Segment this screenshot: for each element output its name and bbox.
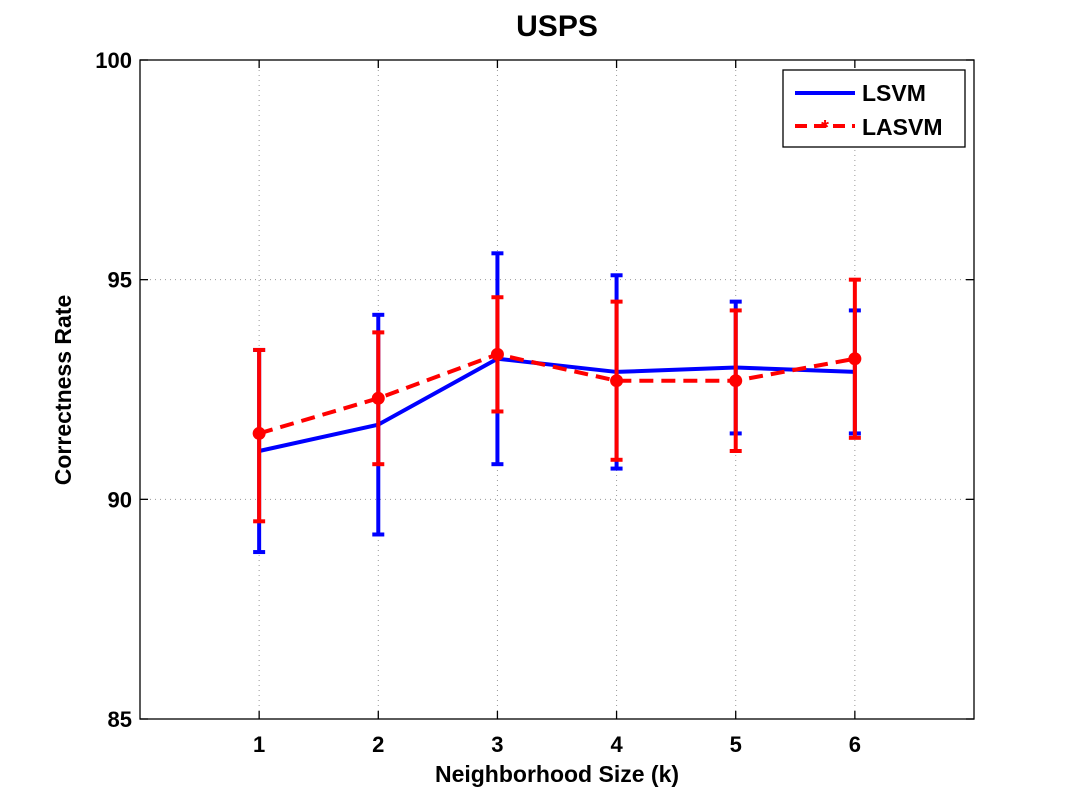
data-point <box>610 374 624 388</box>
data-point <box>729 374 743 388</box>
series-line <box>258 356 855 453</box>
legend-marker-lasvm: * <box>821 117 829 139</box>
x-tick-label: 1 <box>253 732 265 757</box>
data-point <box>371 391 385 405</box>
x-tick-label: 4 <box>610 732 623 757</box>
y-tick-label: 100 <box>95 48 132 73</box>
data-point <box>490 347 504 361</box>
series-line <box>258 352 856 436</box>
data-point <box>252 426 266 440</box>
axis-ticks: 1 2 3 4 5 6 85 90 95 100 <box>95 48 974 757</box>
x-tick-label: 2 <box>372 732 384 757</box>
y-tick-label: 90 <box>108 487 132 512</box>
legend-label-lsvm: LSVM <box>862 80 926 106</box>
y-tick-label: 95 <box>108 268 132 293</box>
data-point <box>848 352 862 366</box>
chart-title: USPS <box>516 10 598 43</box>
series-lasvm <box>252 277 862 524</box>
x-tick-label: 3 <box>491 732 503 757</box>
y-tick-label: 85 <box>108 707 132 732</box>
plot-frame <box>139 59 975 720</box>
x-axis-label: Neighborhood Size (k) <box>435 761 679 787</box>
x-tick-label: 6 <box>849 732 861 757</box>
x-tick-label: 5 <box>730 732 742 757</box>
legend: LSVM * LASVM <box>782 69 966 148</box>
y-axis-label: Correctness Rate <box>50 295 76 485</box>
legend-box <box>782 69 966 148</box>
series-layer <box>252 251 862 555</box>
legend-label-lasvm: LASVM <box>862 114 943 140</box>
